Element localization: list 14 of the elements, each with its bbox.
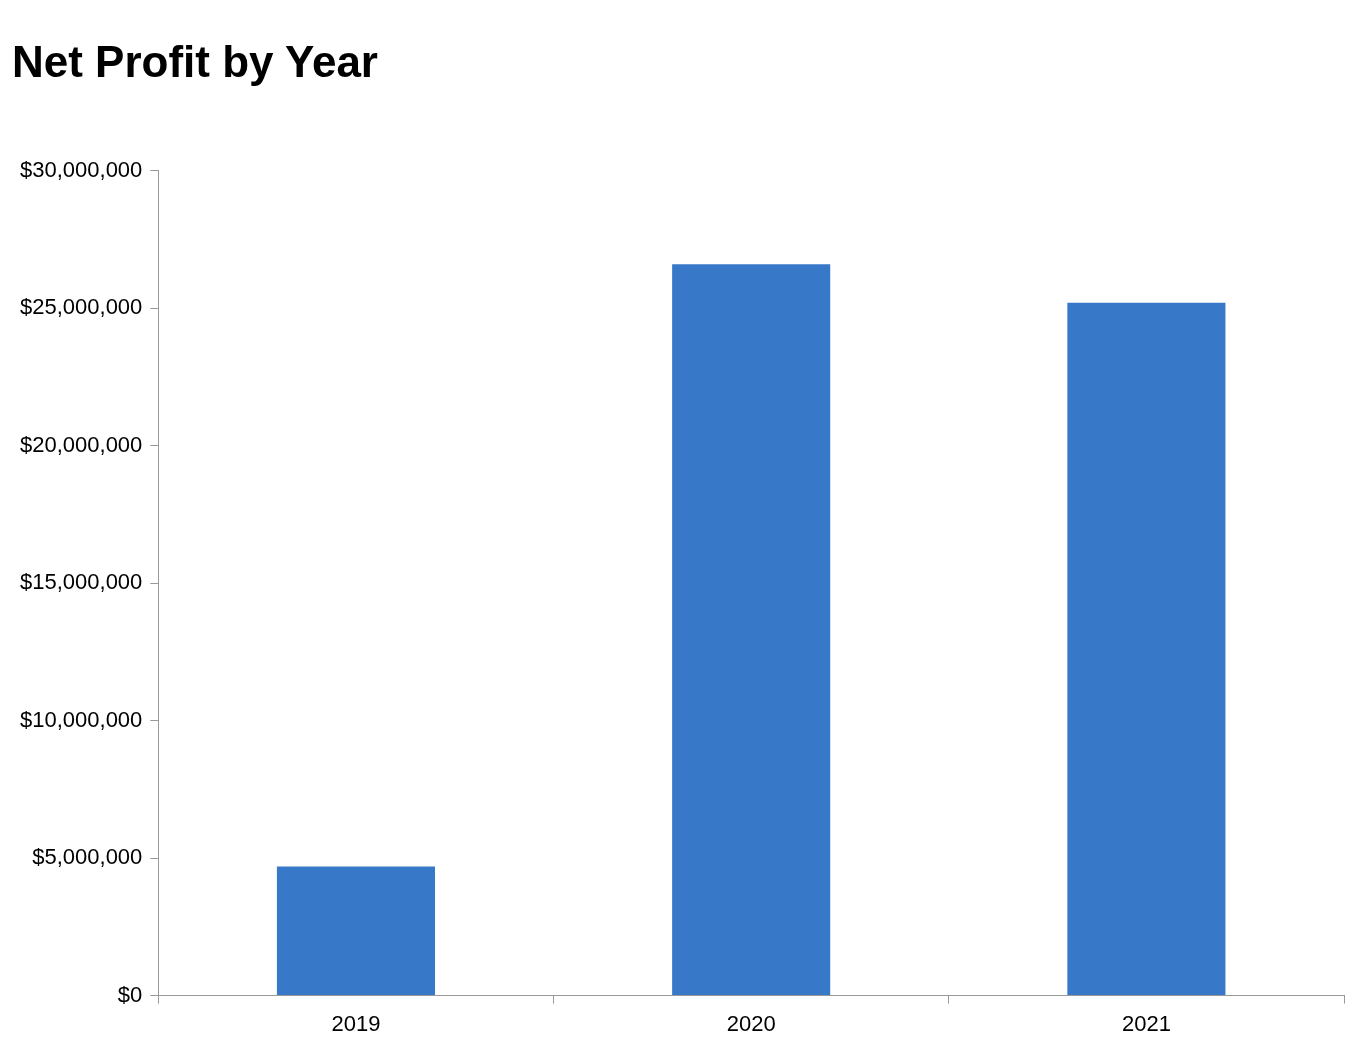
y-tick-label: $0: [117, 981, 143, 1007]
bar: [276, 866, 435, 996]
bar: [1067, 302, 1226, 996]
y-tick-label: $10,000,000: [20, 706, 143, 732]
y-tick-label: $15,000,000: [20, 569, 143, 595]
y-tick-label: $5,000,000: [32, 844, 143, 870]
y-tick-label: $20,000,000: [20, 431, 143, 457]
bar: [672, 264, 831, 996]
chart-title: Net Profit by Year: [12, 36, 378, 86]
x-tick-label: 2021: [1121, 1010, 1171, 1036]
x-tick-label: 2020: [726, 1010, 776, 1036]
y-tick-label: $25,000,000: [20, 294, 143, 320]
y-tick-label: $30,000,000: [20, 156, 143, 182]
x-tick-label: 2019: [331, 1010, 381, 1036]
